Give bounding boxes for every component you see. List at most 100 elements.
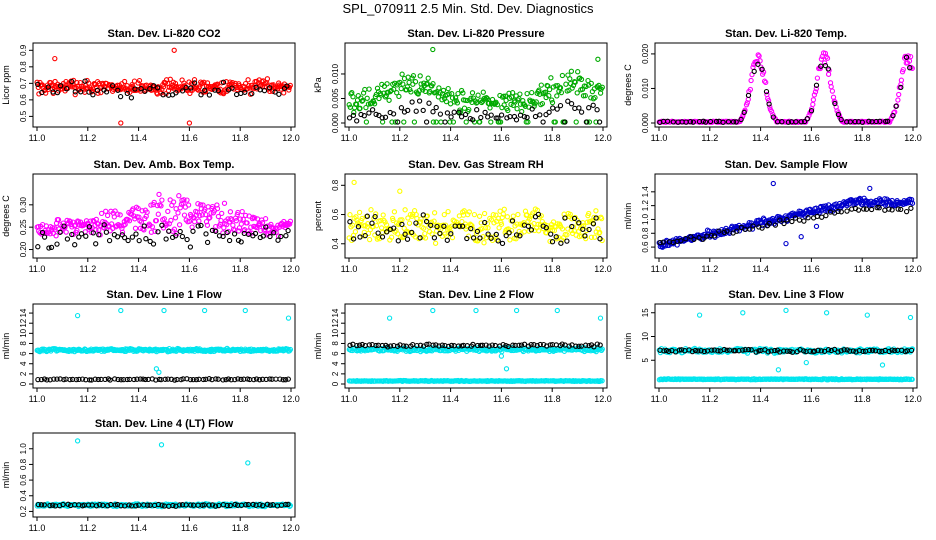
data-point — [209, 227, 216, 234]
data-point — [188, 502, 194, 508]
data-point — [126, 218, 133, 224]
x-tick-label: 11.4 — [752, 394, 769, 404]
data-point — [506, 230, 512, 236]
y-tick-label: 0.4 — [19, 490, 28, 502]
data-point — [140, 226, 146, 232]
plot-frame — [32, 42, 296, 128]
data-point — [69, 231, 75, 238]
x-tick-label: 12.0 — [282, 394, 300, 404]
data-point — [35, 376, 41, 383]
data-point — [213, 228, 219, 234]
data-point — [41, 376, 48, 382]
data-point — [549, 99, 556, 106]
data-point — [497, 119, 504, 125]
chart-panel: Stan. Dev. Sample Flow ml/min 11.0 11.2 11.4… — [623, 159, 922, 274]
data-point — [883, 118, 889, 125]
data-point — [252, 230, 259, 237]
data-point — [690, 119, 696, 125]
data-point — [564, 238, 570, 244]
data-point — [74, 438, 81, 444]
data-point — [277, 376, 283, 382]
data-point — [103, 89, 110, 95]
data-point — [194, 209, 200, 215]
data-point — [573, 343, 579, 349]
data-point — [781, 348, 787, 354]
data-point — [725, 119, 732, 125]
data-point — [215, 213, 222, 220]
x-tick-label: 11.8 — [232, 394, 249, 404]
data-point — [355, 224, 362, 230]
data-point — [200, 376, 207, 383]
data-point — [721, 229, 727, 236]
chart-title: Stan. Dev. Line 3 Flow — [728, 289, 844, 301]
data-point — [155, 229, 161, 235]
data-points — [656, 180, 916, 250]
data-point — [549, 97, 555, 103]
data-point — [543, 225, 549, 231]
data-point — [755, 61, 761, 67]
data-point — [243, 502, 249, 508]
data-point — [369, 220, 375, 226]
data-point — [745, 92, 752, 99]
data-point — [877, 118, 883, 124]
data-point — [242, 89, 248, 95]
data-point — [448, 231, 454, 237]
data-point — [489, 342, 495, 348]
chart-panel: Stan. Dev. Line 1 Flow ml/min 11.0 11.2 11.4… — [1, 289, 300, 404]
data-point — [133, 231, 139, 237]
data-point — [554, 307, 560, 314]
data-point — [193, 376, 200, 383]
data-point — [580, 223, 587, 229]
data-point — [375, 230, 381, 236]
data-point — [447, 119, 453, 125]
data-point — [170, 502, 176, 509]
y-tick-label: 6 — [19, 351, 28, 356]
data-point — [721, 346, 727, 353]
data-point — [136, 502, 142, 508]
data-point — [104, 503, 111, 509]
data-point — [745, 346, 752, 353]
data-point — [591, 344, 597, 350]
data-point — [583, 235, 589, 242]
data-point — [484, 95, 491, 102]
data-point — [540, 119, 546, 125]
data-point — [804, 116, 810, 122]
data-point — [385, 344, 391, 350]
data-point — [120, 376, 127, 383]
data-point — [434, 223, 440, 230]
data-point — [191, 77, 198, 83]
data-point — [202, 87, 208, 93]
data-point — [823, 310, 830, 316]
data-point — [716, 228, 722, 234]
y-axis-label: degrees C — [1, 195, 11, 237]
data-point — [825, 71, 832, 77]
data-point — [498, 353, 505, 359]
data-point — [504, 214, 511, 220]
data-point — [478, 220, 484, 226]
data-point — [574, 90, 580, 96]
data-point — [395, 119, 401, 125]
data-point — [596, 119, 603, 125]
data-point — [770, 114, 776, 120]
data-point — [593, 208, 599, 214]
data-point — [510, 213, 516, 219]
data-point — [376, 112, 382, 119]
data-point — [283, 501, 289, 508]
data-point — [536, 228, 542, 234]
data-point — [456, 213, 463, 219]
data-point — [559, 341, 565, 347]
x-tick-label: 11.2 — [79, 133, 96, 143]
data-point — [103, 229, 110, 235]
data-point — [720, 119, 726, 125]
data-point — [890, 112, 896, 119]
data-point — [134, 376, 140, 382]
data-point — [97, 502, 103, 508]
data-point — [599, 378, 605, 384]
data-point — [171, 226, 178, 232]
data-point — [772, 222, 779, 228]
data-point — [823, 54, 829, 60]
data-point — [485, 231, 491, 237]
data-point — [82, 78, 88, 84]
data-point — [835, 111, 842, 118]
data-point — [576, 220, 582, 226]
